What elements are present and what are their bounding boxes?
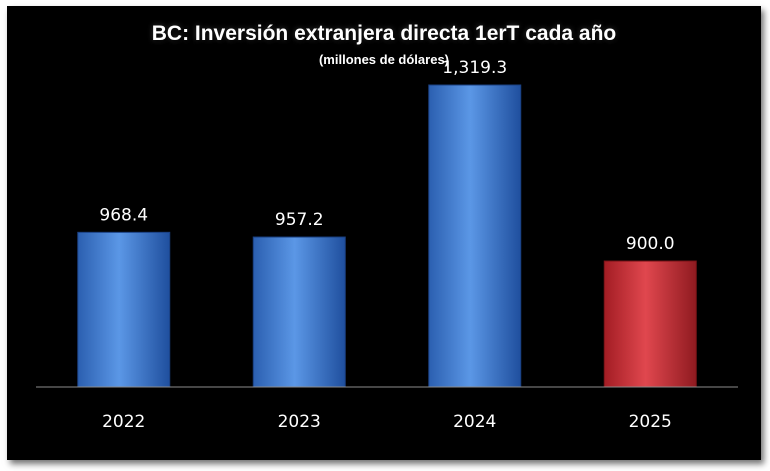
- value-label-2023: 957.2: [275, 210, 324, 230]
- chart-frame: BC: Inversión extranjera directa 1erT ca…: [7, 6, 761, 460]
- bar-2024: [428, 84, 522, 388]
- bar-2023: [252, 236, 346, 388]
- chart-subtitle: (millones de dólares): [318, 52, 450, 67]
- category-label-2023: 2023: [278, 412, 321, 432]
- category-label-2024: 2024: [453, 412, 496, 432]
- value-label-2024: 1,319.3: [442, 58, 507, 78]
- value-label-2022: 968.4: [99, 205, 148, 225]
- value-label-2025: 900.0: [626, 234, 675, 254]
- bar-chart-svg: 968.4 2022 957.2 2023 1,319.3 2024 900.0 2025: [36, 58, 738, 432]
- bar-2025: [603, 260, 697, 388]
- category-label-2022: 2022: [102, 412, 145, 432]
- category-label-2025: 2025: [629, 412, 672, 432]
- bar-2022: [77, 231, 171, 388]
- chart-title: BC: Inversión extranjera directa 1erT ca…: [151, 22, 617, 45]
